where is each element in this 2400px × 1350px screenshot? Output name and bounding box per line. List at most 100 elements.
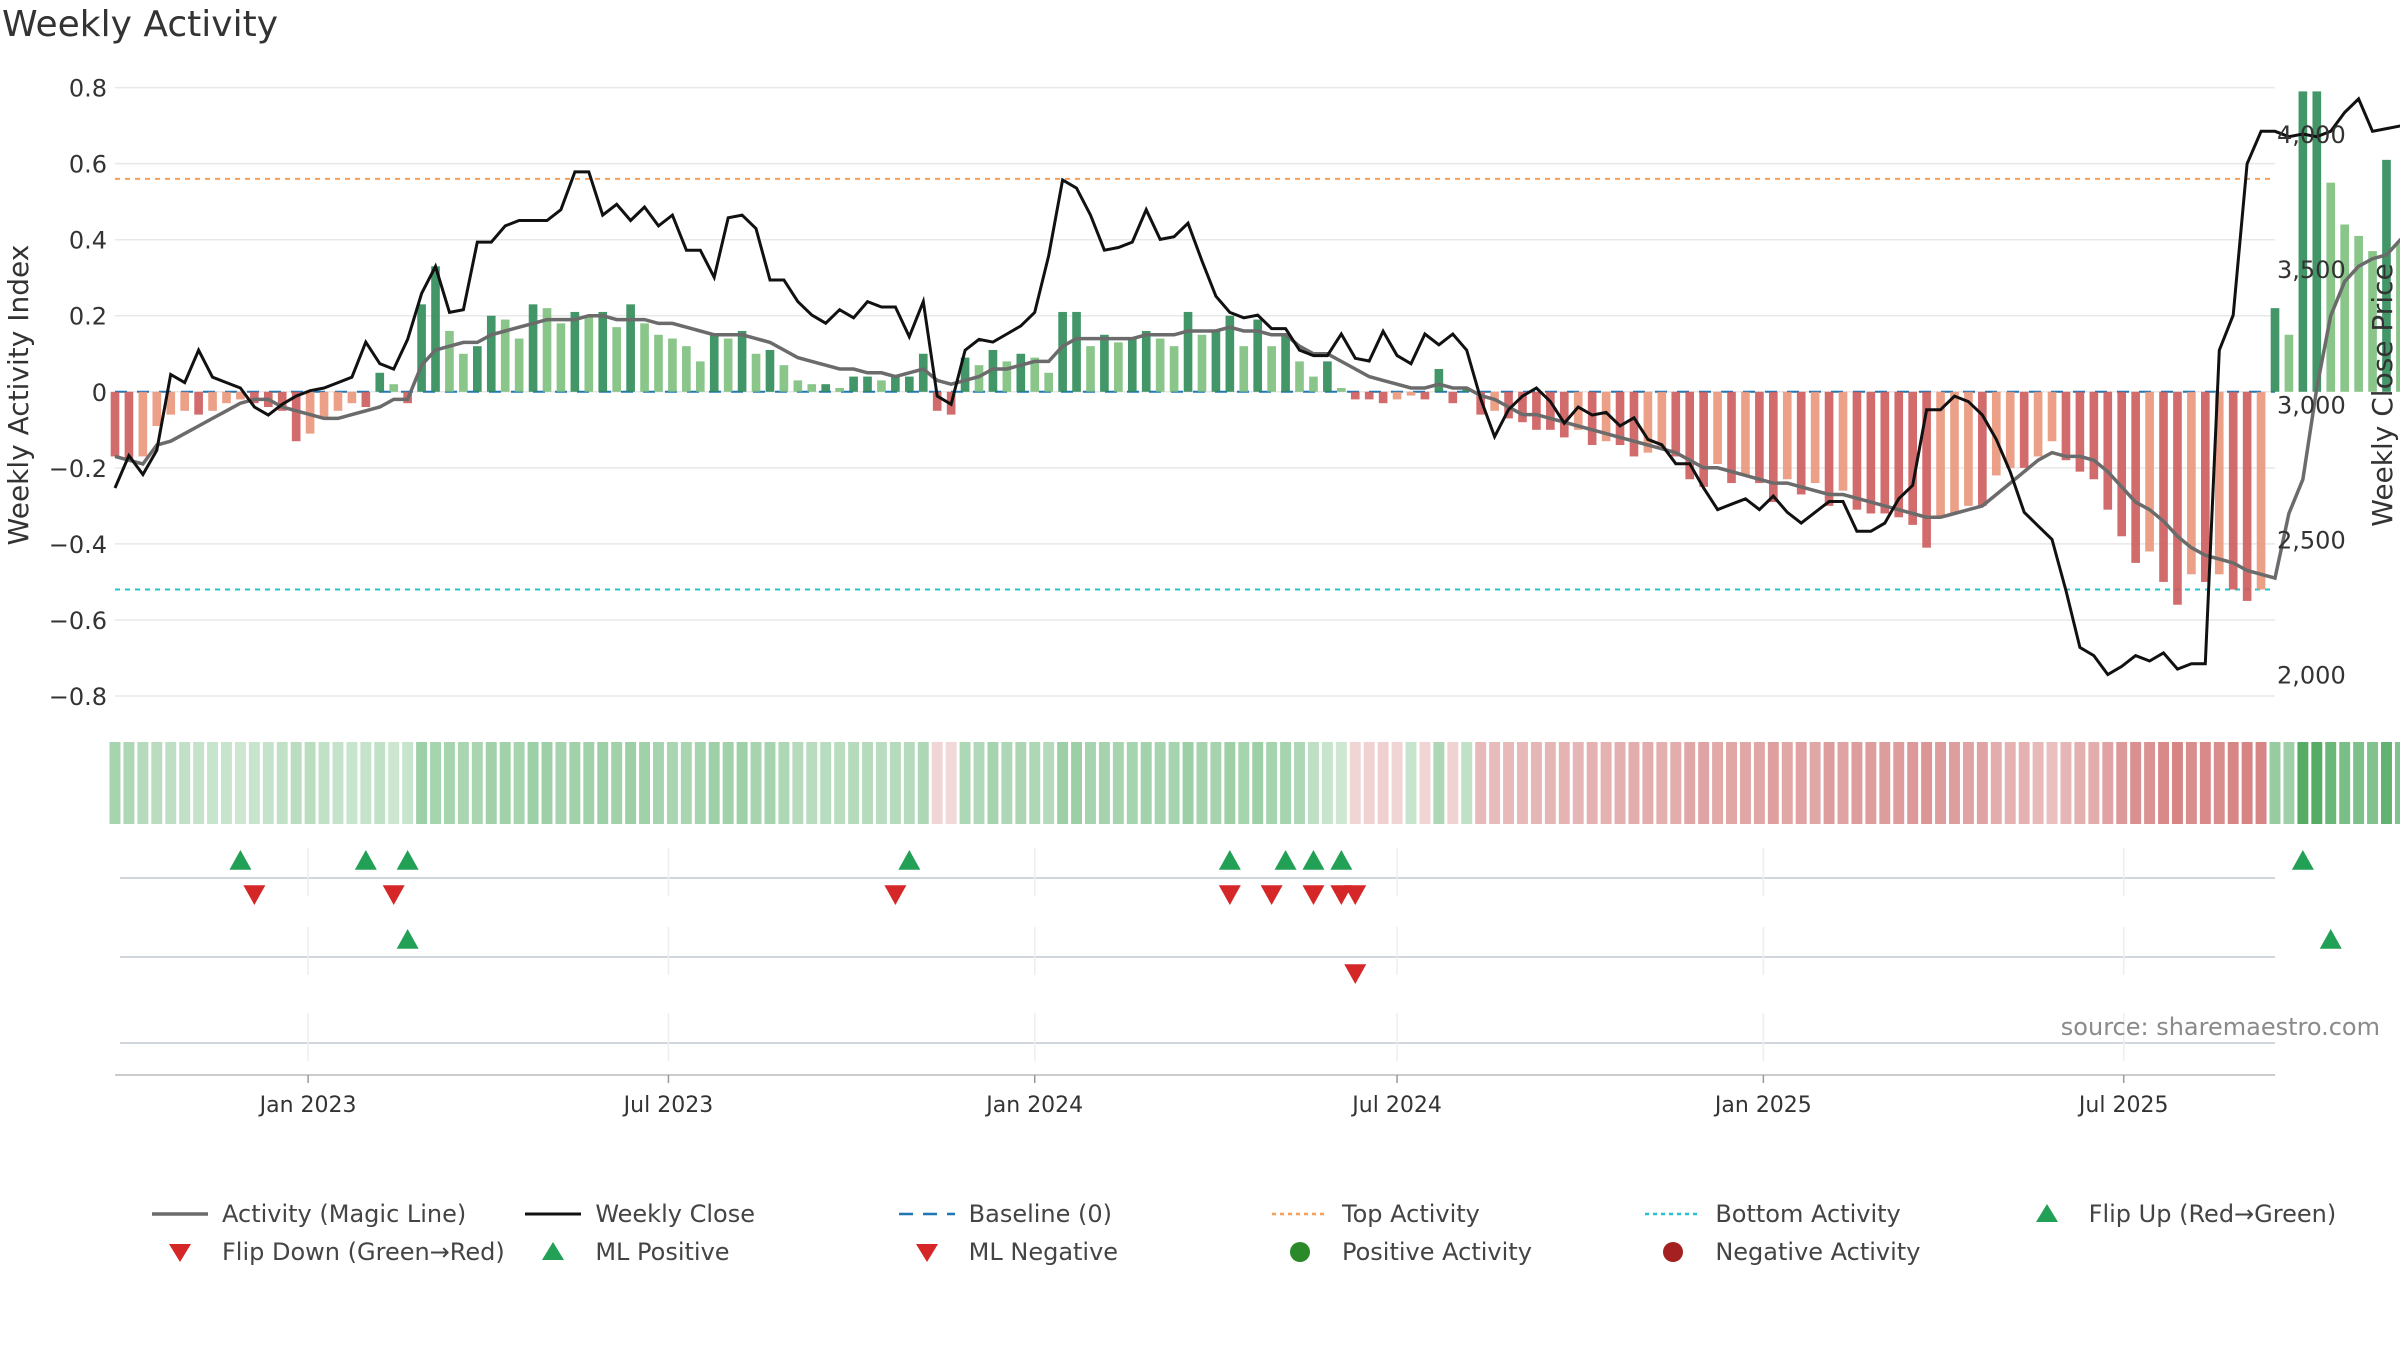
heat-cell <box>625 742 637 824</box>
activity-bar <box>110 391 120 457</box>
activity-bar <box>654 334 663 392</box>
activity-bar <box>1699 391 1708 487</box>
heat-cell <box>499 742 511 824</box>
activity-bar <box>1225 315 1235 392</box>
legend-item-baseline: Baseline (0) <box>897 1195 1270 1233</box>
heat-cell <box>694 742 706 824</box>
ml-positive-marker <box>2319 929 2342 949</box>
heat-cell <box>1098 742 1110 824</box>
activity-bar <box>1852 391 1862 510</box>
activity-bar <box>695 361 705 392</box>
activity-bar <box>1991 391 2001 476</box>
heat-cell <box>1990 742 2002 824</box>
heat-cell <box>1809 742 1821 824</box>
activity-bar <box>1114 342 1123 392</box>
flip-down-marker <box>1218 885 1241 905</box>
x-tick-label: Jul 2025 <box>2077 1093 2169 1118</box>
heat-cell <box>318 742 330 824</box>
activity-bar <box>960 357 970 392</box>
heat-cell <box>1419 742 1431 824</box>
heat-cell <box>1712 742 1724 824</box>
legend-label: Flip Up (Red→Green) <box>2088 1200 2337 1228</box>
heat-cell <box>290 742 302 824</box>
flip-up-marker <box>898 850 921 870</box>
activity-bar <box>473 346 482 392</box>
flip-down-marker <box>1302 885 1325 905</box>
activity-bar <box>1281 334 1290 392</box>
heat-cell <box>513 742 525 824</box>
activity-bar <box>347 391 357 404</box>
heat-cell <box>1851 742 1863 824</box>
heat-cell <box>736 742 748 824</box>
chart-title: Weekly Activity <box>2 4 279 45</box>
activity-bar <box>431 266 440 392</box>
activity-bar <box>835 387 844 392</box>
heat-cell <box>1294 742 1305 824</box>
heat-cell <box>2046 742 2058 824</box>
heat-cell <box>1837 742 1849 824</box>
heat-cell <box>2088 742 2100 824</box>
heat-cell <box>221 742 232 824</box>
y-tick-label: −0.8 <box>49 683 107 711</box>
legend-symbol-icon <box>525 1212 582 1216</box>
heat-cell <box>2018 742 2030 824</box>
activity-bar <box>1922 391 1931 548</box>
activity-bar <box>1239 346 1249 392</box>
heat-cell <box>276 742 288 824</box>
legend-symbol-icon <box>1272 1212 1328 1216</box>
activity-bar <box>2242 391 2252 601</box>
heat-cell <box>1781 742 1793 824</box>
activity-bar <box>2201 391 2210 582</box>
heat-cell <box>151 742 163 824</box>
legend: Activity (Magic Line) Weekly Close Baselin… <box>150 1195 2390 1275</box>
heat-cell <box>1071 742 1083 824</box>
activity-bar <box>1880 391 1890 514</box>
heat-cell <box>959 742 971 824</box>
activity-bar <box>459 353 468 392</box>
heat-cell <box>416 742 428 824</box>
flip-down-marker <box>1260 885 1283 905</box>
legend-item-flip-down: Flip Down (Green→Red) <box>150 1233 523 1271</box>
heat-cell <box>2144 742 2156 824</box>
legend-item-bottom: Bottom Activity <box>1643 1195 2016 1233</box>
heat-cell <box>1656 742 1668 824</box>
heat-cell <box>2171 742 2183 824</box>
y-tick-label: 0 <box>92 379 107 407</box>
activity-bar <box>1406 391 1416 396</box>
heat-cell <box>262 742 274 824</box>
y-tick-label: 0.6 <box>69 151 107 179</box>
heat-cell <box>2074 742 2086 824</box>
y2-axis-label: Weekly Close Price <box>2366 263 2399 526</box>
y-axis-left: 0.8 0.6 0.4 0.2 0 −0.2 −0.4 −0.6 −0.8 <box>49 75 107 711</box>
activity-bar <box>2033 391 2043 457</box>
legend-item-flip-up: Flip Up (Red→Green) <box>2017 1195 2390 1233</box>
x-tick-label: Jan 2025 <box>1713 1093 1812 1118</box>
activity-bar <box>1727 391 1736 484</box>
activity-bar <box>723 338 733 392</box>
heat-cell <box>1266 742 1278 824</box>
heat-cell <box>1586 742 1598 824</box>
activity-bar <box>2075 391 2085 472</box>
activity-bar <box>1615 391 1625 446</box>
legend-label: Flip Down (Green→Red) <box>222 1238 505 1266</box>
heat-cell <box>1726 742 1737 824</box>
activity-bar <box>1532 391 1541 430</box>
activity-bar <box>849 376 858 392</box>
heat-cell <box>2394 742 2400 824</box>
y-tick-label: 0.4 <box>69 227 107 255</box>
legend-symbol-icon <box>1290 1242 1310 1262</box>
activity-bar <box>1420 391 1430 400</box>
heat-cell <box>374 742 386 824</box>
heat-cell <box>680 742 692 824</box>
heat-cell <box>1503 742 1515 824</box>
flip-down-marker <box>1330 885 1353 905</box>
legend-symbol-icon <box>898 1212 955 1216</box>
heat-cell <box>1238 742 1250 824</box>
heat-cell <box>2102 742 2114 824</box>
activity-bar <box>1782 391 1792 480</box>
activity-bar <box>584 315 594 392</box>
heat-cell <box>1795 742 1807 824</box>
legend-label: Bottom Activity <box>1715 1200 1901 1228</box>
legend-item-top: Top Activity <box>1270 1195 1643 1233</box>
activity-bar <box>180 391 189 411</box>
